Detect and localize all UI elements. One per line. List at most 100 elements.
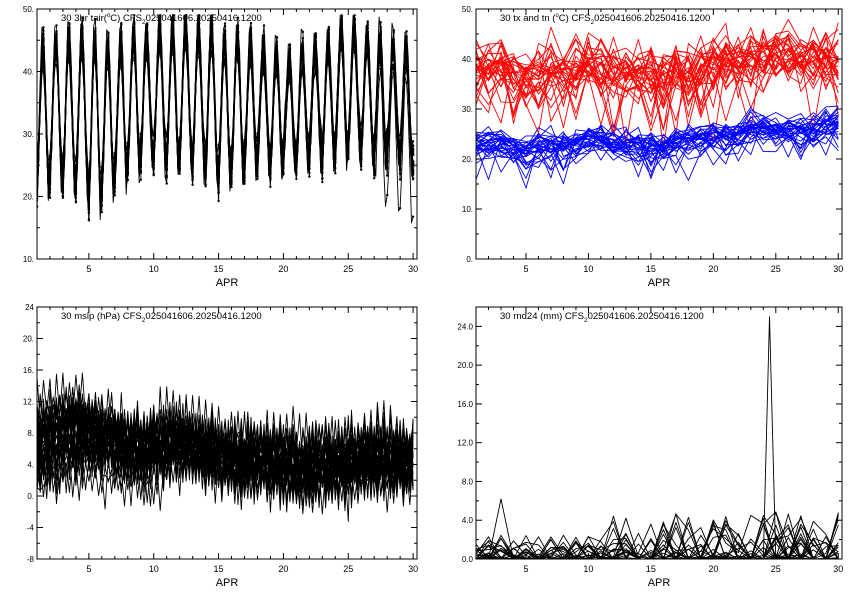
data-point: [327, 38, 330, 41]
x-tick-label: 5: [523, 264, 528, 274]
data-point: [217, 189, 220, 193]
member-line: [476, 519, 839, 559]
data-point: [74, 201, 78, 204]
x-axis-label: APR: [648, 577, 671, 589]
y-tick-label: 10.: [23, 255, 34, 264]
data-point: [334, 158, 337, 161]
data-point: [314, 47, 317, 50]
data-point: [392, 42, 395, 46]
data-point: [87, 217, 91, 221]
data-point: [172, 30, 175, 33]
data-point: [172, 41, 175, 44]
member-line: [476, 121, 839, 166]
data-point: [152, 174, 155, 177]
series-member-27: [37, 372, 414, 494]
data-point: [236, 31, 240, 34]
data-point: [113, 181, 117, 185]
data-point: [159, 40, 162, 43]
x-tick-label: 10: [583, 264, 593, 274]
data-point: [210, 38, 214, 41]
data-point: [197, 14, 201, 17]
data-point: [107, 62, 110, 65]
data-point: [301, 30, 305, 34]
x-axis-label: APR: [648, 277, 671, 289]
data-point: [107, 41, 110, 44]
x-tick-label: 20: [708, 264, 718, 274]
chart-title: 30 3hr tair(oC) CFS2025041606.20250416.1…: [61, 13, 262, 26]
data-point: [386, 193, 389, 197]
x-tick-label: 15: [214, 564, 224, 574]
series-member-27: [476, 511, 839, 559]
data-point: [42, 26, 45, 29]
data-point: [126, 141, 129, 145]
data-point: [178, 167, 181, 171]
data-point: [282, 141, 285, 144]
data-point: [411, 144, 415, 148]
data-point: [334, 172, 337, 175]
data-point: [347, 157, 350, 161]
series-member-9: [476, 524, 839, 559]
series-tx-member-29: [476, 42, 839, 135]
data-point: [120, 43, 123, 46]
data-point: [314, 65, 317, 68]
data-point: [347, 153, 350, 156]
y-tick-label: 16.0: [457, 400, 473, 409]
y-tick-label: 20.: [462, 155, 473, 164]
y-tick-label: 4.0: [462, 516, 474, 525]
data-point: [366, 40, 369, 43]
data-point: [55, 36, 58, 39]
x-tick-label: 25: [771, 264, 781, 274]
data-point: [256, 175, 259, 178]
data-point: [42, 32, 45, 36]
y-tick-label: 10.: [462, 205, 473, 214]
chart-panel-1: 5 10 15 20 25 30 APR 10. 20. 30. 40. 50. 30 3hr tair…: [23, 5, 418, 289]
data-point: [398, 149, 402, 152]
data-point: [340, 39, 343, 42]
data-point: [327, 64, 330, 67]
data-point: [133, 35, 136, 38]
y-tick-label: 8.0: [462, 477, 474, 486]
data-point: [249, 34, 253, 37]
data-point: [133, 47, 136, 50]
member-line: [476, 39, 839, 134]
series-member-1: [476, 316, 839, 559]
data-point: [172, 14, 175, 17]
data-point: [275, 49, 279, 52]
data-point: [191, 174, 194, 177]
data-point: [275, 64, 279, 67]
y-tick-label: 30.: [462, 105, 473, 114]
x-tick-label: 10: [149, 564, 159, 574]
data-point: [210, 31, 214, 34]
series-member-21: [476, 539, 839, 559]
data-point: [94, 29, 97, 32]
data-point: [373, 171, 376, 174]
data-point: [204, 157, 207, 160]
data-point: [139, 171, 142, 174]
data-point: [249, 22, 253, 25]
data-point: [146, 56, 149, 60]
x-tick-label: 30: [408, 264, 418, 274]
series-tx-member-21: [476, 29, 839, 89]
plot-area: [37, 14, 415, 224]
series-tn-member-25: [476, 115, 839, 174]
data-point: [314, 35, 317, 38]
data-point: [223, 38, 227, 41]
data-point: [191, 179, 194, 182]
series-tn-member-26: [476, 122, 839, 170]
data-point: [100, 176, 104, 179]
data-point: [392, 29, 395, 33]
series-member-29: [476, 535, 839, 559]
data-point: [353, 14, 356, 17]
data-point: [68, 22, 71, 25]
data-point: [42, 60, 45, 63]
data-point: [301, 44, 305, 48]
data-point: [81, 43, 84, 47]
data-point: [184, 15, 188, 18]
series-member-10: [476, 519, 839, 559]
data-point: [165, 169, 168, 172]
member-line: [476, 524, 839, 559]
data-point: [81, 30, 84, 33]
series-member-14: [476, 522, 839, 559]
data-point: [340, 41, 343, 44]
plot-area: [37, 372, 414, 522]
